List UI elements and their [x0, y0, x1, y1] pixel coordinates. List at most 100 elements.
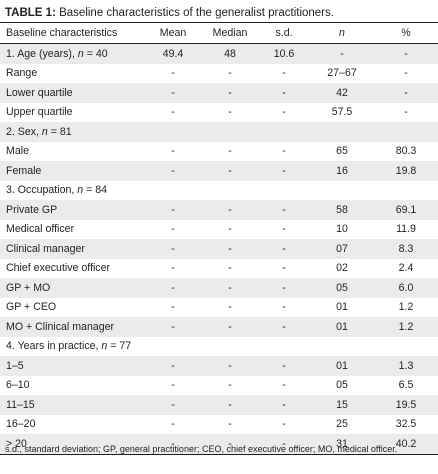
row-label-text: Male	[6, 145, 29, 158]
cell-mean: 49.4	[144, 43, 202, 64]
header-percent: %	[374, 22, 438, 44]
baseline-characteristics-table: Baseline characteristics Mean Median s.d…	[0, 22, 438, 455]
row-n-symbol: n	[41, 125, 48, 138]
cell-sd: -	[258, 161, 310, 181]
cell-n: 02	[336, 262, 348, 275]
table-row: MO + Clinical manager - - -01 1.2	[0, 317, 438, 337]
header-mean: Mean	[144, 22, 202, 44]
row-label-text: 3. Occupation,	[6, 184, 78, 197]
cell-pct: 6.0	[374, 278, 438, 298]
row-label: 3. Occupation, n = 84	[0, 181, 144, 201]
cell-pct: -	[374, 43, 438, 64]
header-n: n	[310, 22, 374, 44]
cell-pct: 1.3	[374, 356, 438, 376]
row-label: Female	[0, 161, 144, 181]
row-label-text: 6–10	[6, 379, 30, 392]
cell-median	[202, 181, 258, 201]
row-label-text: Medical officer	[6, 223, 75, 236]
cell-n: 25	[336, 418, 348, 431]
cell-median: -	[228, 262, 232, 275]
cell-pct	[374, 337, 438, 357]
cell-pct: 40.2	[374, 434, 438, 455]
row-n-symbol: n	[101, 340, 108, 353]
cell-pct: 80.3	[395, 145, 417, 158]
cell-median: 48	[202, 43, 258, 64]
row-label: Chief executive officer	[0, 259, 144, 279]
caption-label: TABLE 1:	[5, 7, 56, 19]
cell-median: -	[202, 200, 258, 220]
cell-pct: -	[374, 83, 438, 103]
row-label-text: 11–15	[6, 398, 35, 411]
row-label: Private GP	[0, 200, 144, 220]
cell-n: 27–67	[327, 67, 357, 80]
header-baseline-characteristics: Baseline characteristics	[0, 22, 144, 44]
row-label: 1. Age (years), n = 40	[0, 43, 144, 64]
cell-median: -	[228, 67, 232, 80]
row-n-symbol: n	[77, 184, 84, 197]
cell-sd	[258, 337, 310, 357]
cell-median	[202, 122, 258, 142]
row-label-text: > 20	[6, 437, 27, 450]
header-row: Baseline characteristics Mean Median s.d…	[0, 22, 438, 44]
cell-median: -	[228, 301, 232, 314]
cell-median: -	[202, 161, 258, 181]
cell-mean	[144, 122, 202, 142]
row-label: Male	[0, 142, 144, 162]
row-label-text: 4. Years in practice,	[6, 340, 102, 353]
cell-n	[310, 337, 374, 357]
cell-mean: -	[171, 145, 175, 158]
cell-n: 05	[336, 379, 348, 392]
cell-n: 05	[310, 278, 374, 298]
cell-pct	[374, 122, 438, 142]
cell-n: 31	[310, 434, 374, 455]
cell-pct: 19.5	[374, 395, 438, 415]
cell-mean: -	[171, 106, 175, 119]
cell-mean: -	[171, 262, 175, 275]
row-label-text: 1. Age (years),	[6, 47, 78, 60]
row-label: 6–10	[0, 376, 144, 396]
cell-pct: 1.2	[398, 301, 414, 314]
row-label: Range	[0, 64, 144, 84]
cell-pct: 32.5	[395, 418, 417, 431]
row-label-text: MO + Clinical manager	[6, 320, 115, 333]
table-caption: TABLE 1: Baseline characteristics of the…	[5, 6, 334, 20]
cell-mean: -	[171, 379, 175, 392]
cell-mean: -	[171, 223, 175, 236]
table-row: > 20- - -31 40.2	[0, 434, 438, 455]
row-label: 16–20	[0, 415, 144, 435]
table-row: 1. Age (years), n = 40 49.4 48 10.6- -	[0, 43, 438, 64]
header-median: Median	[202, 22, 258, 44]
row-label: 4. Years in practice, n = 77	[0, 337, 144, 357]
cell-sd: 10.6	[258, 43, 310, 64]
cell-mean	[144, 337, 202, 357]
cell-pct: 19.8	[374, 161, 438, 181]
cell-mean: -	[171, 67, 175, 80]
table-row: Female - - -16 19.8	[0, 161, 438, 181]
cell-pct: -	[404, 106, 408, 119]
row-label-text: Upper quartile	[6, 106, 73, 119]
cell-mean: -	[144, 356, 202, 376]
table-row: Male - - - 65 80.3	[0, 142, 438, 162]
cell-n: 42	[310, 83, 374, 103]
table-row: 6–10 - - - 05 6.5	[0, 376, 438, 396]
row-label-text: Chief executive officer	[6, 262, 111, 275]
row-label-text: 1–5	[6, 359, 24, 372]
row-label-text: 2. Sex,	[6, 125, 42, 138]
row-label: Lower quartile	[0, 83, 144, 103]
cell-sd: -	[282, 262, 286, 275]
cell-pct: -	[404, 67, 408, 80]
cell-n: 01	[310, 317, 374, 337]
cell-sd: -	[258, 239, 310, 259]
cell-sd: -	[258, 317, 310, 337]
row-n-value: = 77	[107, 340, 132, 353]
table-body: 1. Age (years), n = 40 49.4 48 10.6- - Range -…	[0, 43, 438, 455]
cell-mean: -	[144, 395, 202, 415]
row-label-text: Female	[6, 164, 42, 177]
cell-median: -	[228, 418, 232, 431]
row-label: 2. Sex, n = 81	[0, 122, 144, 142]
table-row: Lower quartile - - -42-	[0, 83, 438, 103]
table-row: 11–15- - -15 19.5	[0, 395, 438, 415]
cell-n: 10	[336, 223, 348, 236]
table-row: 4. Years in practice, n = 77	[0, 337, 438, 357]
